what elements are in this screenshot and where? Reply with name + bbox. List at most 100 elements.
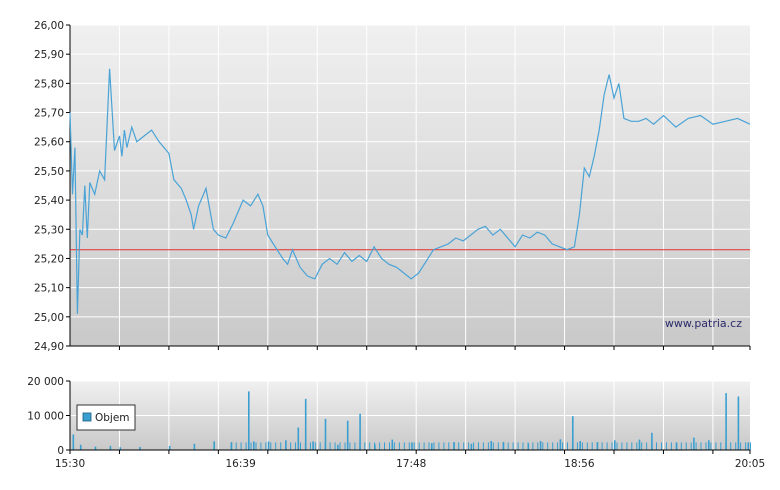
volume-bar — [542, 442, 544, 450]
volume-bar — [109, 445, 112, 450]
price-y-axis: 24,90 25,00 25,10 25,20 25,30 25,40 25,50 25,60… — [34, 20, 70, 353]
volume-bar — [431, 443, 433, 450]
volume-bar — [433, 442, 435, 450]
x-axis-time-ticks: 15:30 16:39 17:48 18:56 20:05 — [55, 450, 765, 470]
volume-bar — [300, 442, 301, 450]
volume-bar — [265, 442, 267, 450]
volume-bar — [586, 442, 588, 450]
volume-bar — [403, 442, 405, 450]
x-tick-label: 15:30 — [55, 458, 85, 470]
volume-bar — [374, 442, 376, 450]
price-y-tick-label: 25,60 — [34, 137, 64, 149]
volume-bar — [715, 442, 717, 450]
volume-bar — [695, 442, 697, 450]
volume-bar — [463, 442, 465, 450]
volume-bar — [443, 442, 445, 450]
x-tick-label: 16:39 — [225, 458, 255, 470]
volume-bar — [79, 444, 82, 450]
volume-bar — [730, 442, 732, 450]
volume-bar — [94, 446, 97, 450]
price-x-ticks — [118, 346, 751, 350]
volume-bar — [614, 440, 616, 450]
price-y-tick-label: 25,10 — [34, 283, 64, 295]
price-panel: 24,90 25,00 25,10 25,20 25,30 25,40 25,50 25,60… — [34, 20, 751, 353]
volume-bar — [309, 442, 311, 450]
volume-bar — [255, 442, 257, 450]
price-y-tick-label: 26,00 — [34, 20, 64, 32]
volume-bar — [638, 439, 641, 450]
volume-bar — [601, 442, 603, 450]
volume-bar — [690, 442, 692, 450]
volume-bar — [720, 442, 722, 450]
volume-bar — [661, 442, 662, 450]
volume-bar — [522, 442, 524, 450]
volume-bar — [304, 442, 306, 450]
volume-bar — [651, 442, 653, 450]
volume-y-tick-label: 10 000 — [27, 411, 64, 423]
volume-bar — [428, 442, 430, 450]
volume-bar — [193, 443, 196, 450]
volume-bar — [423, 442, 425, 450]
volume-bar — [389, 442, 390, 450]
price-y-tick-label: 24,90 — [34, 341, 64, 353]
volume-y-tick-label: 0 — [57, 445, 64, 457]
volume-bar — [740, 442, 742, 450]
volume-bar — [616, 442, 618, 450]
volume-bar — [359, 442, 361, 450]
volume-bar — [665, 442, 667, 450]
volume-bar — [349, 442, 351, 450]
volume-bar — [235, 442, 237, 450]
volume-bar — [700, 442, 702, 450]
volume-bar — [319, 442, 321, 450]
volume-bar — [297, 427, 300, 450]
volume-bar — [537, 442, 539, 450]
price-y-tick-label: 25,00 — [34, 312, 64, 324]
volume-bar — [324, 418, 327, 450]
volume-bar — [527, 442, 529, 450]
volume-bar — [562, 442, 564, 450]
legend-label: Objem — [95, 412, 130, 424]
volume-bar — [631, 442, 633, 450]
price-y-tick-label: 25,90 — [34, 49, 64, 61]
volume-bar — [168, 445, 171, 450]
volume-bar — [725, 442, 727, 450]
volume-bar — [408, 442, 410, 450]
volume-bar — [337, 444, 339, 450]
volume-bar — [470, 443, 473, 450]
volume-bar — [359, 413, 361, 450]
volume-bar — [532, 442, 534, 450]
volume-bar — [253, 441, 255, 450]
volume-bar — [230, 442, 232, 450]
volume-bar — [490, 441, 492, 450]
volume-bar — [507, 442, 509, 450]
volume-bar — [737, 396, 740, 450]
volume-bar — [745, 442, 747, 450]
volume-bar — [344, 442, 346, 450]
volume-bar — [611, 442, 613, 450]
volume-y-axis: 0 10 000 20 000 — [27, 376, 70, 457]
volume-bar — [576, 442, 578, 450]
volume-bar — [248, 391, 250, 450]
x-tick-label: 18:56 — [564, 458, 595, 470]
volume-bars — [72, 391, 751, 451]
volume-bar — [304, 398, 307, 450]
price-y-tick-label: 25,50 — [34, 166, 64, 178]
volume-bar — [393, 442, 395, 450]
volume-bar — [354, 442, 356, 450]
volume-bar — [636, 442, 638, 450]
volume-bar — [260, 442, 262, 450]
volume-bar — [369, 442, 371, 450]
volume-bar — [646, 442, 648, 450]
x-tick-label: 20:05 — [735, 458, 765, 470]
volume-bar — [502, 442, 504, 450]
volume-bar — [675, 442, 677, 450]
volume-bar — [626, 442, 628, 450]
price-y-tick-label: 25,40 — [34, 195, 64, 207]
volume-bar — [547, 442, 549, 450]
volume-bar — [334, 442, 336, 450]
volume-bar — [557, 442, 559, 450]
volume-bar — [539, 441, 542, 450]
volume-bar — [411, 442, 413, 450]
